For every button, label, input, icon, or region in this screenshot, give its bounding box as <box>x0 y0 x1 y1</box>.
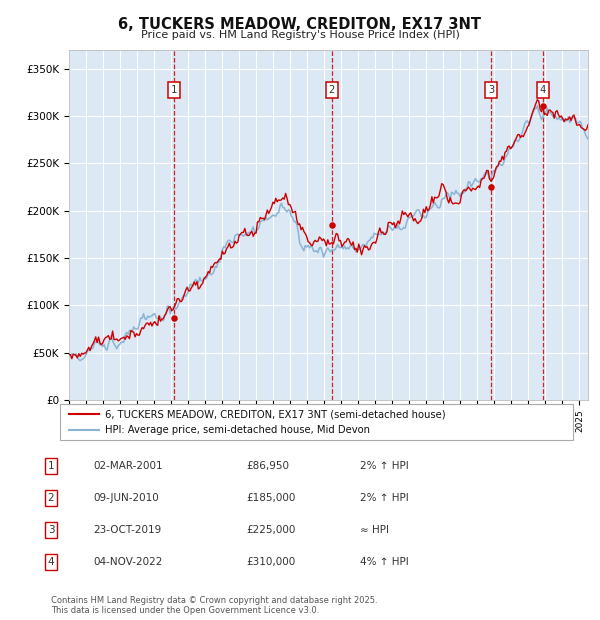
Text: 2: 2 <box>47 493 55 503</box>
Text: 4% ↑ HPI: 4% ↑ HPI <box>360 557 409 567</box>
Text: £310,000: £310,000 <box>246 557 295 567</box>
Text: 4: 4 <box>539 85 546 95</box>
Text: Contains HM Land Registry data © Crown copyright and database right 2025.
This d: Contains HM Land Registry data © Crown c… <box>51 596 377 615</box>
Text: 3: 3 <box>488 85 494 95</box>
Text: 3: 3 <box>47 525 55 535</box>
Text: 02-MAR-2001: 02-MAR-2001 <box>93 461 163 471</box>
Text: £86,950: £86,950 <box>246 461 289 471</box>
Text: 04-NOV-2022: 04-NOV-2022 <box>93 557 163 567</box>
Text: HPI: Average price, semi-detached house, Mid Devon: HPI: Average price, semi-detached house,… <box>105 425 370 435</box>
Text: 6, TUCKERS MEADOW, CREDITON, EX17 3NT: 6, TUCKERS MEADOW, CREDITON, EX17 3NT <box>119 17 482 32</box>
Text: 1: 1 <box>171 85 177 95</box>
Text: 2% ↑ HPI: 2% ↑ HPI <box>360 493 409 503</box>
Point <box>327 220 337 230</box>
Text: ≈ HPI: ≈ HPI <box>360 525 389 535</box>
Text: £185,000: £185,000 <box>246 493 295 503</box>
Point <box>487 182 496 192</box>
Point <box>169 312 179 322</box>
Text: £225,000: £225,000 <box>246 525 295 535</box>
Text: 09-JUN-2010: 09-JUN-2010 <box>93 493 159 503</box>
Text: Price paid vs. HM Land Registry's House Price Index (HPI): Price paid vs. HM Land Registry's House … <box>140 30 460 40</box>
Text: 4: 4 <box>47 557 55 567</box>
Text: 1: 1 <box>47 461 55 471</box>
Text: 23-OCT-2019: 23-OCT-2019 <box>93 525 161 535</box>
Text: 2: 2 <box>329 85 335 95</box>
Text: 6, TUCKERS MEADOW, CREDITON, EX17 3NT (semi-detached house): 6, TUCKERS MEADOW, CREDITON, EX17 3NT (s… <box>105 409 446 419</box>
Point <box>538 102 548 112</box>
Text: 2% ↑ HPI: 2% ↑ HPI <box>360 461 409 471</box>
